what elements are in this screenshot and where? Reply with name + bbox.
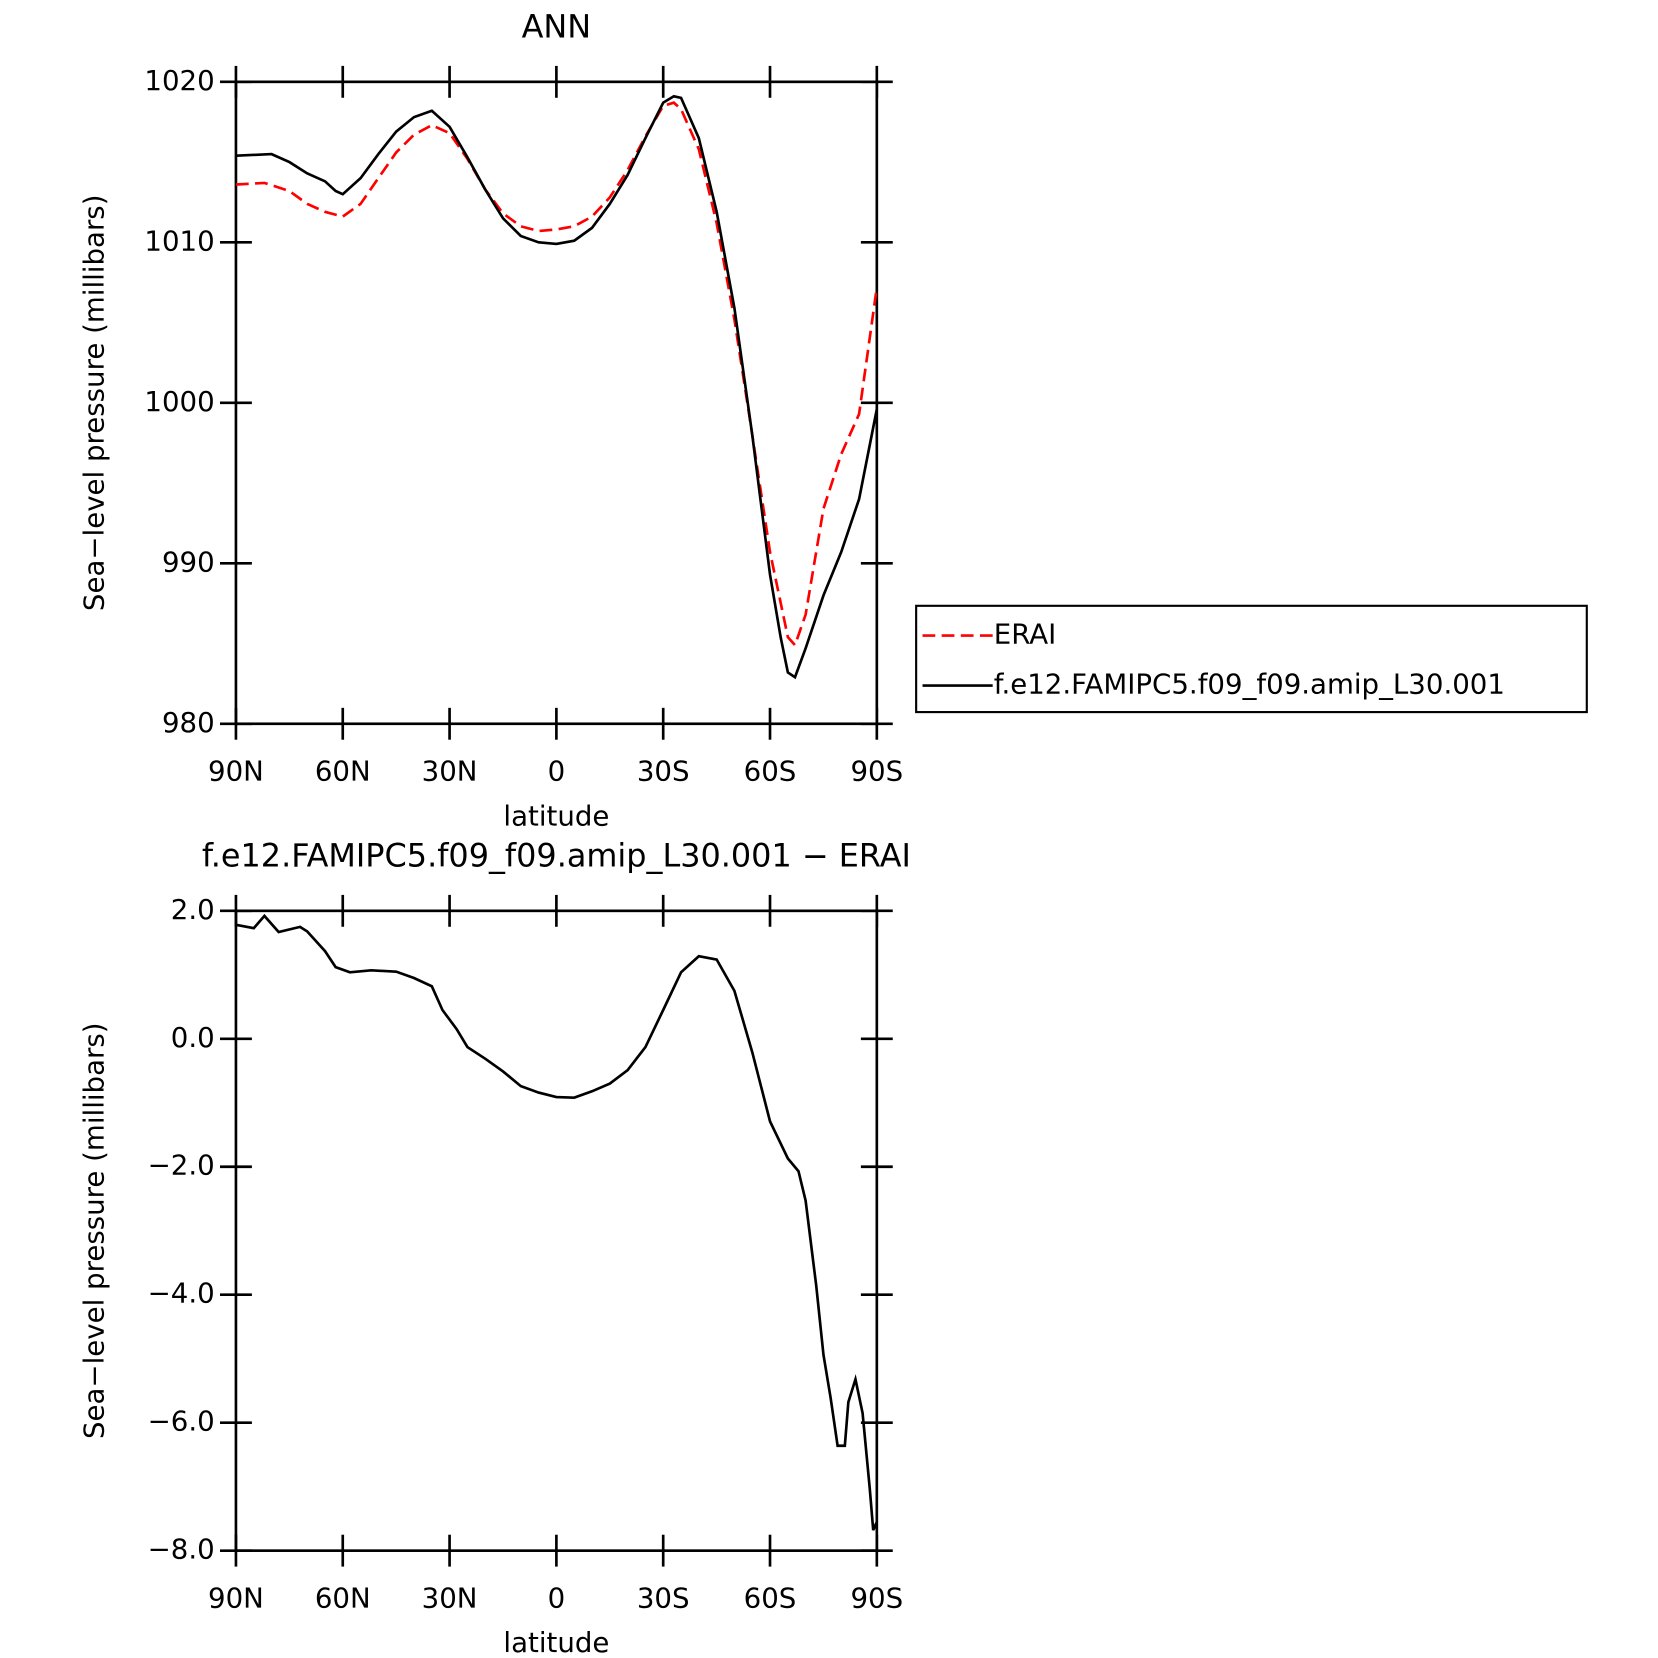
y-tick-label: 1020: [144, 64, 214, 97]
y-tick-label: −8.0: [148, 1533, 215, 1566]
legend-box: [915, 604, 1588, 714]
y-tick-label: −2.0: [148, 1149, 215, 1182]
plot-frame: [234, 909, 879, 1552]
x-tick-label: 60N: [315, 755, 371, 788]
x-tick-label: 0: [548, 755, 566, 788]
data-line: [235, 913, 879, 1531]
plot-frame: [234, 80, 879, 726]
x-tick-label: 90S: [850, 755, 903, 788]
data-line: [235, 101, 879, 648]
x-tick-label: 90N: [208, 755, 264, 788]
chart-title: ANN: [522, 8, 591, 46]
x-tick-label: 60S: [744, 755, 797, 788]
y-tick-label: 980: [162, 706, 215, 739]
x-tick-label: 90S: [850, 1582, 903, 1615]
y-tick-label: −4.0: [148, 1277, 215, 1310]
y-tick-label: −6.0: [148, 1405, 215, 1438]
y-tick-label: 0.0: [171, 1021, 215, 1054]
x-tick-label: 60S: [744, 1582, 797, 1615]
y-tick-label: 2.0: [171, 893, 215, 926]
chart-title: f.e12.FAMIPC5.f09_f09.amip_L30.001 − ERA…: [202, 837, 911, 875]
data-line: [235, 94, 879, 680]
y-tick-label: 990: [162, 545, 215, 578]
y-tick-label: 1000: [144, 385, 214, 418]
x-tick-label: 30S: [637, 1582, 690, 1615]
y-axis-label: Sea−level pressure (millibars): [78, 195, 111, 612]
x-tick-label: 30N: [422, 1582, 478, 1615]
legend-label: f.e12.FAMIPC5.f09_f09.amip_L30.001: [994, 668, 1505, 701]
x-tick-label: 30S: [637, 755, 690, 788]
x-tick-label: 30N: [422, 755, 478, 788]
y-axis-label: Sea−level pressure (millibars): [78, 1022, 111, 1439]
x-tick-label: 90N: [208, 1582, 264, 1615]
legend-label: ERAI: [994, 618, 1057, 651]
x-axis-label: latitude: [503, 1626, 609, 1658]
y-tick-label: 1010: [144, 224, 214, 257]
x-axis-label: latitude: [503, 799, 609, 832]
x-tick-label: 0: [548, 1582, 566, 1615]
x-tick-label: 60N: [315, 1582, 371, 1615]
